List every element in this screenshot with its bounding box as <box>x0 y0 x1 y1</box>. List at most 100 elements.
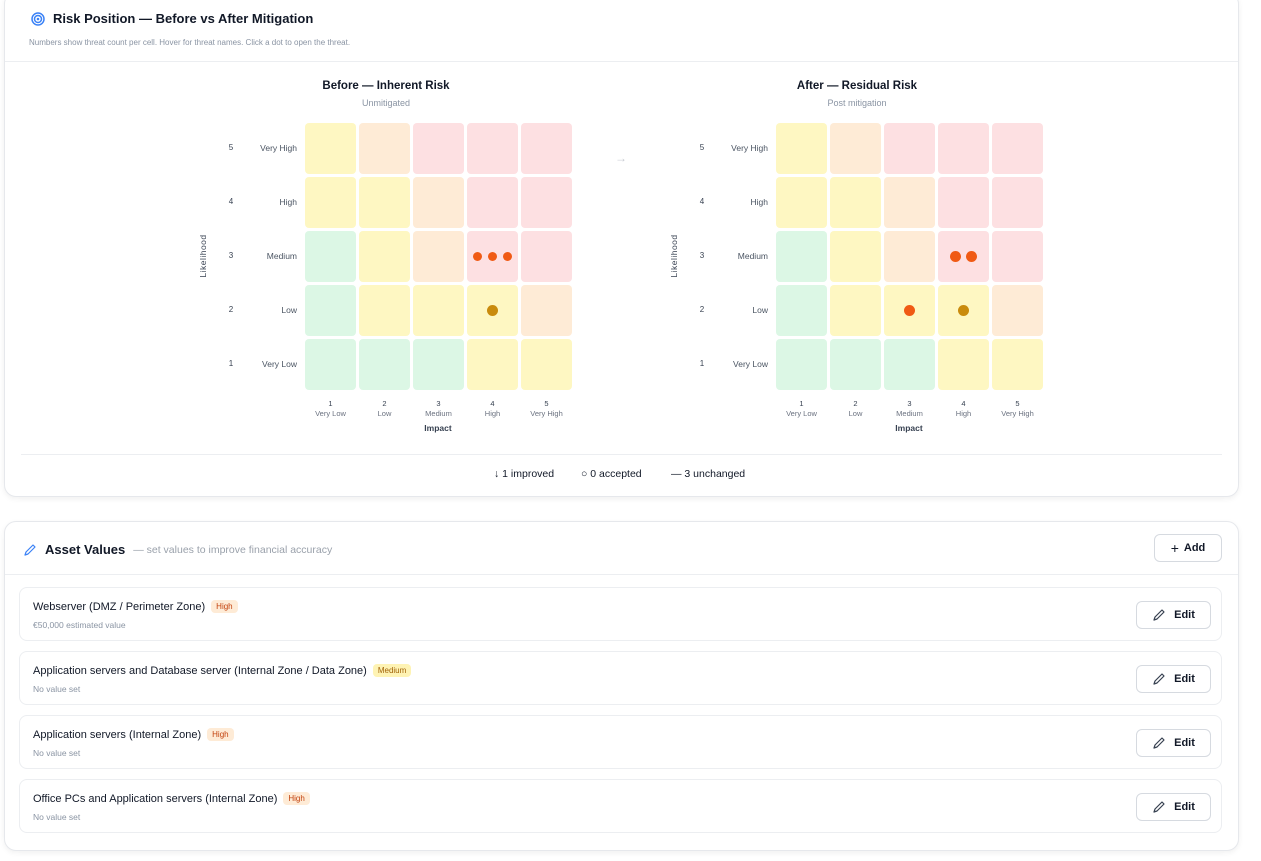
asset-name-line: Webserver (DMZ / Perimeter Zone) High <box>33 600 238 613</box>
before-cell-L2-I5 <box>521 285 572 336</box>
after-row-number: 4 <box>699 197 705 206</box>
after-cell-L2-I1 <box>776 285 827 336</box>
before-col-label: High <box>484 409 501 418</box>
after-cell-L1-I2 <box>830 339 881 390</box>
plus-icon: + <box>1170 540 1179 556</box>
after-cell-L1-I3 <box>884 339 935 390</box>
after-col-number: 3 <box>907 399 912 408</box>
before-cell-L5-I2 <box>359 123 410 174</box>
divider <box>5 574 1238 575</box>
before-row-label: Low <box>281 305 297 315</box>
before-row-number: 3 <box>228 251 234 260</box>
before-col-label: Low <box>377 409 392 418</box>
risk-card-subtitle: Numbers show threat count per cell. Hove… <box>29 38 351 47</box>
after-col-number: 4 <box>961 399 966 408</box>
after-row-label: Low <box>752 305 768 315</box>
edit-asset-button[interactable]: Edit <box>1136 729 1211 757</box>
asset-values-card: Asset Values — set values to improve fin… <box>4 521 1239 851</box>
after-cell-L3-I4 <box>938 231 989 282</box>
after-cell-L5-I3 <box>884 123 935 174</box>
asset-name: Application servers (Internal Zone) <box>33 728 202 741</box>
divider <box>5 61 1238 62</box>
before-cell-L2-I2 <box>359 285 410 336</box>
after-col-label: Very Low <box>786 409 817 418</box>
after-row-number: 1 <box>699 359 705 368</box>
add-asset-button[interactable]: + Add <box>1154 534 1222 562</box>
before-cell-L1-I2 <box>359 339 410 390</box>
after-cell-L4-I4 <box>938 177 989 228</box>
summary-unchanged: — 3 unchanged <box>671 468 746 480</box>
after-matrix-subtitle: Post mitigation <box>827 98 887 108</box>
risk-card-title: Risk Position — Before vs After Mitigati… <box>53 11 314 26</box>
edit-asset-button[interactable]: Edit <box>1136 665 1211 693</box>
edit-label: Edit <box>1174 609 1195 621</box>
before-row-label: High <box>279 197 297 207</box>
edit-asset-button[interactable]: Edit <box>1136 793 1211 821</box>
after-row-label: Very Low <box>733 359 768 369</box>
before-col-label: Very Low <box>315 409 346 418</box>
asset-name-line: Application servers (Internal Zone) High <box>33 728 234 741</box>
asset-level-badge: High <box>283 792 310 805</box>
after-cell-L3-I5 <box>992 231 1043 282</box>
after-col-label: Low <box>848 409 863 418</box>
before-cell-L4-I1 <box>305 177 356 228</box>
edit-asset-button[interactable]: Edit <box>1136 601 1211 629</box>
risk-card-header: Risk Position — Before vs After Mitigati… <box>31 11 313 26</box>
before-cell-L3-I3 <box>413 231 464 282</box>
after-threat-dot[interactable] <box>950 251 961 262</box>
after-cell-L5-I1 <box>776 123 827 174</box>
after-col-number: 1 <box>799 399 804 408</box>
after-cell-L1-I1 <box>776 339 827 390</box>
before-col-number: 4 <box>490 399 495 408</box>
before-cell-L3-I5 <box>521 231 572 282</box>
after-row-label: Medium <box>737 251 768 261</box>
after-cell-L4-I1 <box>776 177 827 228</box>
after-col-label: Very High <box>1001 409 1034 418</box>
after-row-label: Very High <box>731 143 768 153</box>
before-row-label: Very Low <box>262 359 297 369</box>
before-cell-L5-I4 <box>467 123 518 174</box>
after-cell-L2-I5 <box>992 285 1043 336</box>
after-threat-dot[interactable] <box>966 251 977 262</box>
add-label: Add <box>1183 542 1206 554</box>
before-cell-L5-I5 <box>521 123 572 174</box>
before-col-label: Medium <box>425 409 452 418</box>
after-row-number: 2 <box>699 305 705 314</box>
edit-label: Edit <box>1174 737 1195 749</box>
before-threat-dot[interactable] <box>487 305 498 316</box>
before-threat-dot[interactable] <box>473 252 482 261</box>
after-cell-L1-I5 <box>992 339 1043 390</box>
before-cell-L1-I1 <box>305 339 356 390</box>
after-row-label: High <box>750 197 768 207</box>
before-cell-L4-I5 <box>521 177 572 228</box>
after-cell-L3-I3 <box>884 231 935 282</box>
asset-name: Office PCs and Application servers (Inte… <box>33 792 278 805</box>
asset-values-hint: — set values to improve financial accura… <box>133 543 333 556</box>
before-col-label: Very High <box>530 409 563 418</box>
before-row-number: 2 <box>228 305 234 314</box>
before-cell-L1-I3 <box>413 339 464 390</box>
pencil-icon <box>1153 673 1165 685</box>
edit-label: Edit <box>1174 673 1195 685</box>
after-threat-dot[interactable] <box>958 305 969 316</box>
after-y-axis-label: Likelihood <box>669 234 679 278</box>
divider <box>21 454 1222 455</box>
before-row-number: 5 <box>228 143 234 152</box>
after-cell-L3-I2 <box>830 231 881 282</box>
edit-label: Edit <box>1174 801 1195 813</box>
before-threat-dot[interactable] <box>503 252 512 261</box>
summary-improved: ↓ 1 improved <box>494 468 555 480</box>
after-cell-L1-I4 <box>938 339 989 390</box>
before-cell-L5-I3 <box>413 123 464 174</box>
after-cell-L5-I4 <box>938 123 989 174</box>
arrow-right-icon: → <box>615 151 627 165</box>
asset-name: Application servers and Database server … <box>33 664 367 677</box>
before-col-number: 3 <box>436 399 441 408</box>
asset-name-line: Office PCs and Application servers (Inte… <box>33 792 310 805</box>
pencil-icon <box>1153 801 1165 813</box>
after-threat-dot[interactable] <box>904 305 915 316</box>
after-col-label: Medium <box>896 409 923 418</box>
asset-value: No value set <box>33 684 81 694</box>
before-threat-dot[interactable] <box>488 252 497 261</box>
pencil-icon <box>24 543 36 556</box>
